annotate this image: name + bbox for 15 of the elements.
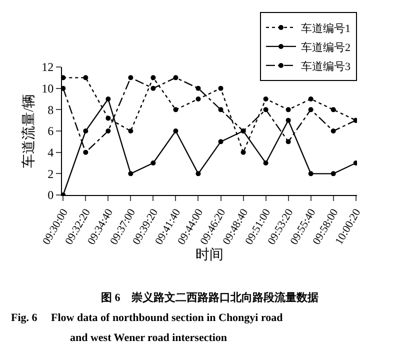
y-tick-label: 0 [48, 188, 54, 202]
y-tick-label: 6 [48, 124, 54, 138]
y-tick-label: 8 [48, 102, 54, 117]
y-tick-label: 10 [42, 82, 54, 96]
x-axis-title: 时间 [196, 246, 224, 263]
caption: Fig. 6 Flow data of northbound section in Chongyi road [11, 312, 283, 324]
y-tick-label: 12 [42, 60, 54, 74]
legend-label: 车道编号2 [301, 40, 350, 54]
legend-label: 车道编号3 [301, 60, 351, 73]
text: and west Wener road intersection [70, 332, 228, 344]
caption: 图 6 崇义路文二西路路口北向路段流量数据 [101, 291, 318, 304]
y-tick-label: 4 [48, 146, 54, 160]
y-tick-label: 2 [48, 166, 54, 181]
legend-label: 车道编号1 [301, 22, 350, 35]
y-axis-title: 车道流量/辆 [21, 94, 38, 168]
